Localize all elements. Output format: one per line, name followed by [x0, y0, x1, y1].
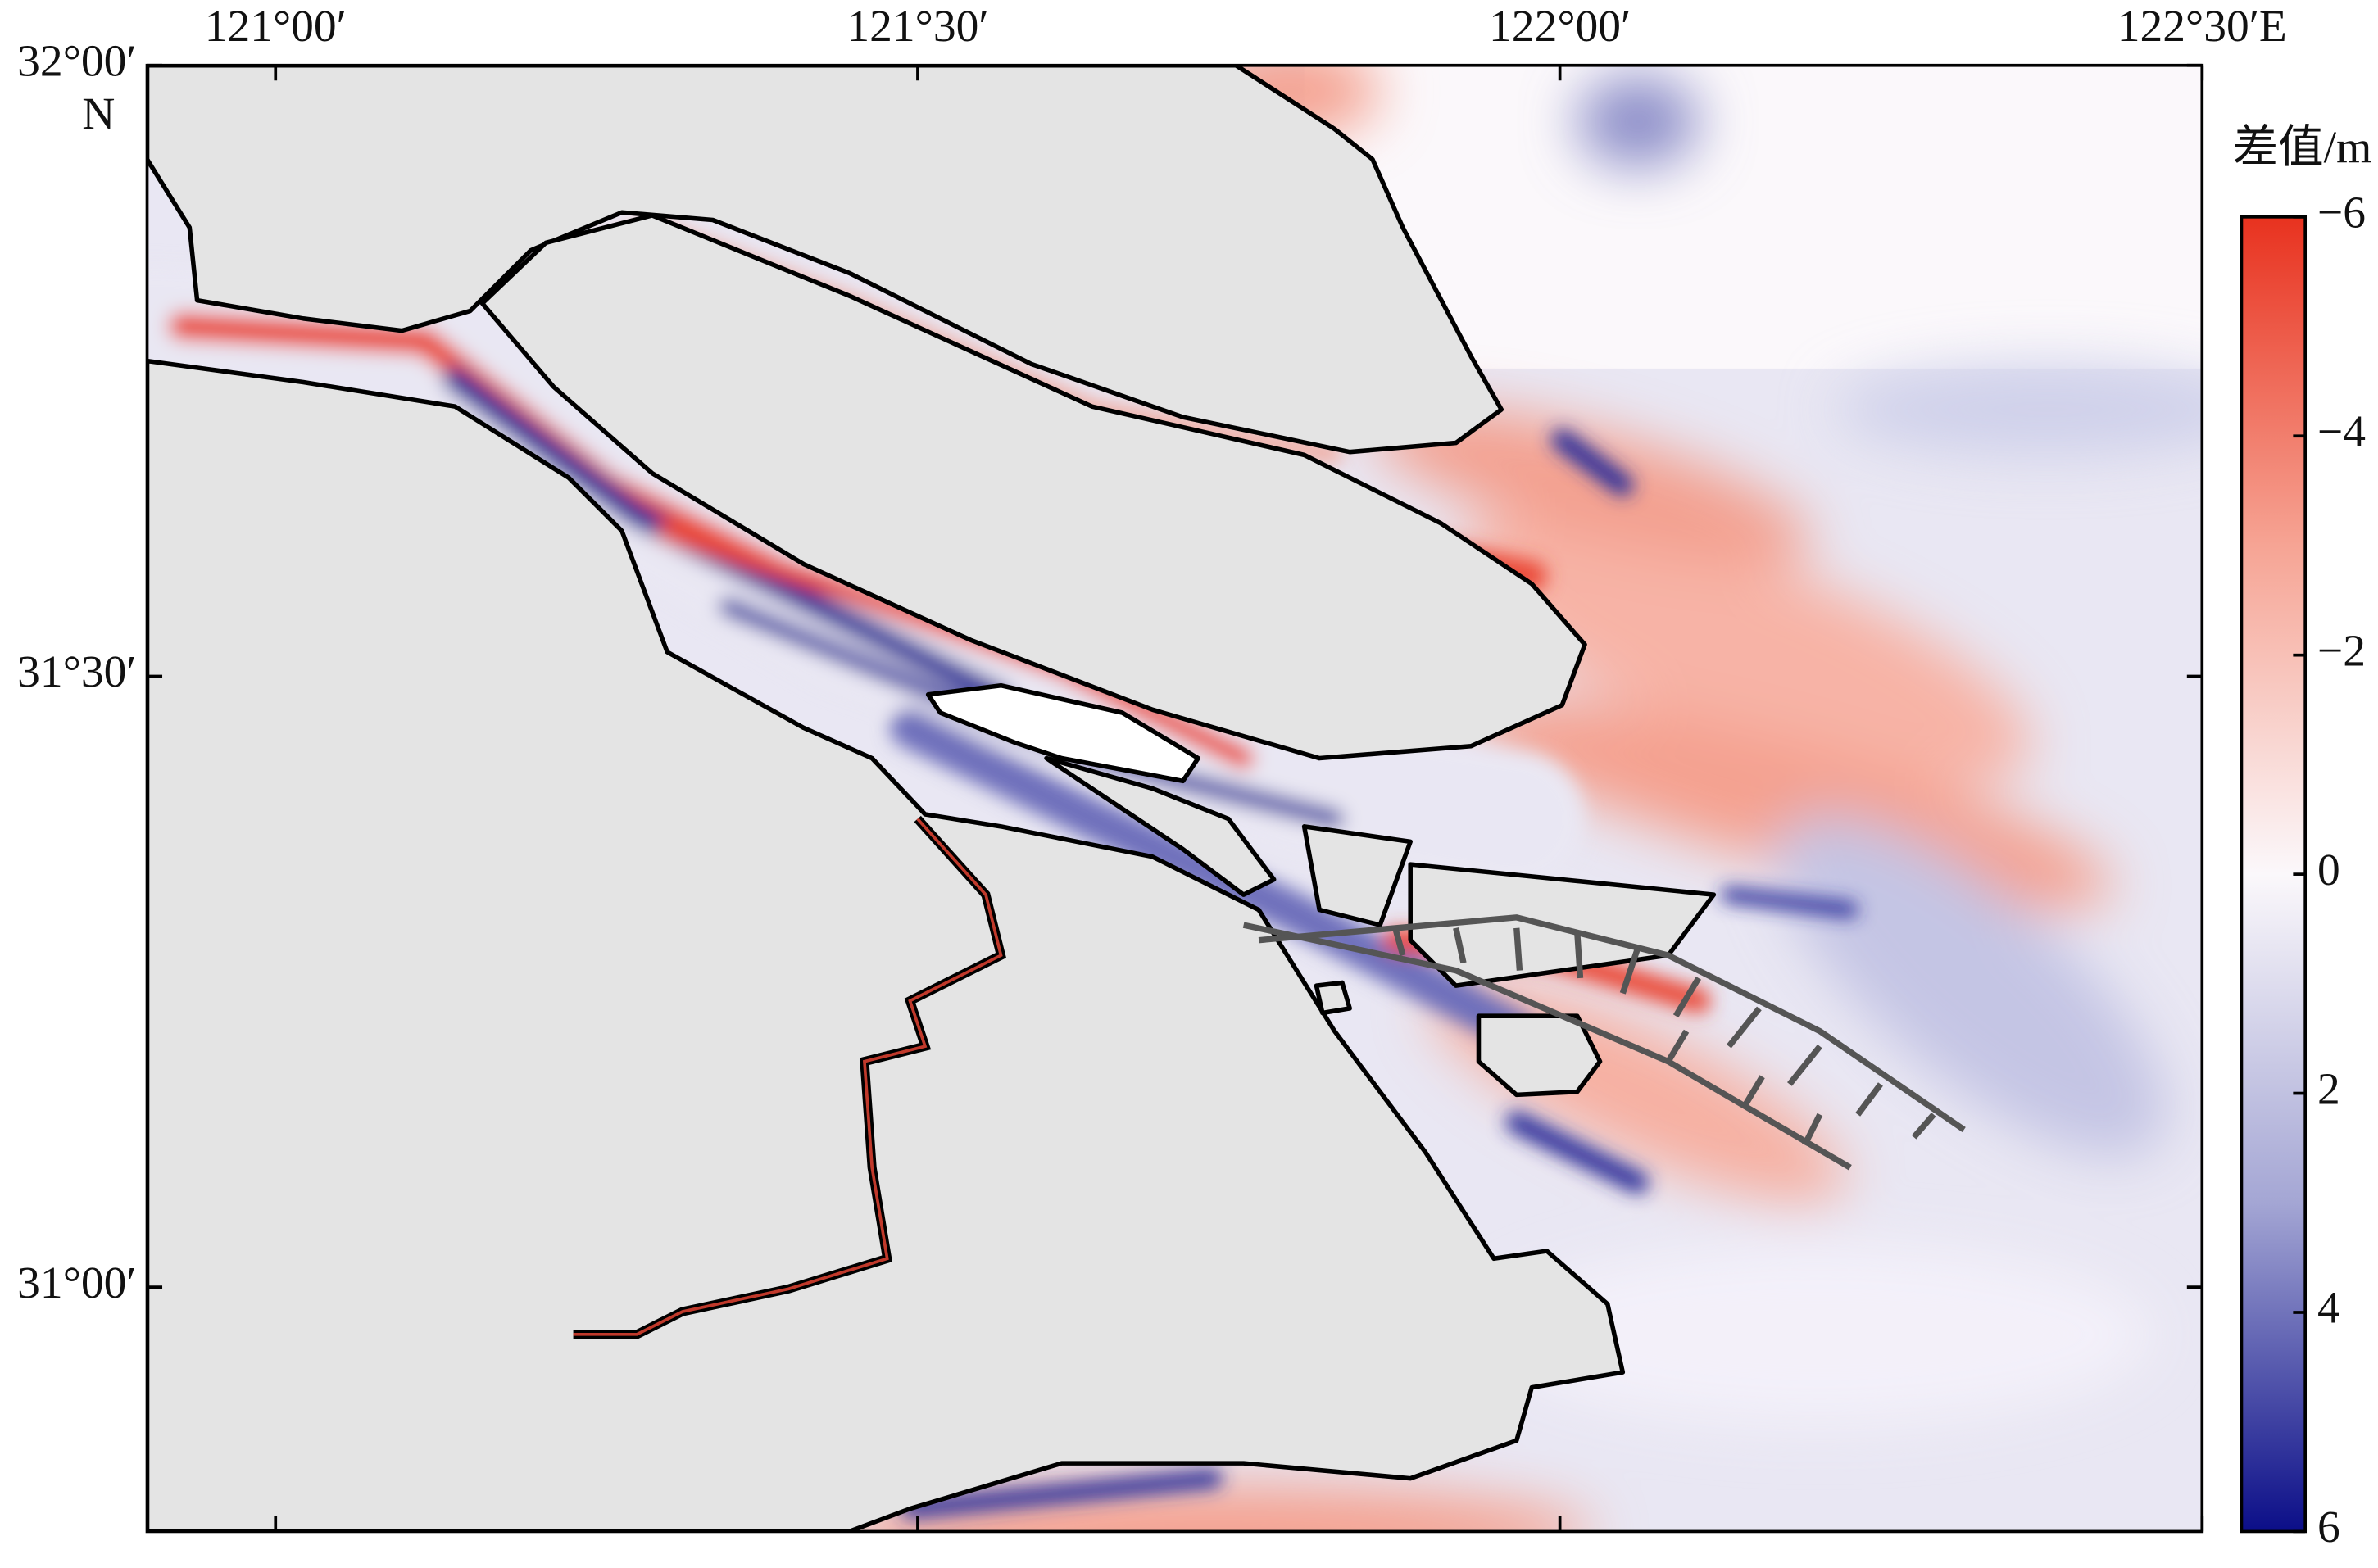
colorbar-tick-label: −4 [2317, 407, 2366, 457]
hemisphere-label: N [82, 89, 115, 139]
south-bank [147, 358, 1626, 1532]
difference-field [834, 65, 2203, 1532]
colorbar-tick-label: 6 [2317, 1502, 2340, 1552]
north-bank [147, 65, 1504, 455]
y-tick-label: 31°30′ [17, 647, 136, 697]
colorbar-tick-label: −6 [2317, 188, 2366, 238]
y-tick-label: 31°00′ [17, 1258, 136, 1308]
map-area [147, 65, 2203, 1532]
map-frame [145, 63, 2204, 1534]
colorbar-tick-label: 0 [2317, 845, 2340, 895]
y-tick-label: 32°00′ [17, 36, 136, 86]
colorbar-tick-label: −2 [2317, 626, 2366, 676]
sea-offshore [1304, 65, 2203, 369]
training-walls [1242, 914, 1966, 1171]
colorbar-label: 差值/m [2233, 123, 2372, 173]
x-tick-label: 121°30′ [846, 2, 988, 52]
hengsha-shoal [1301, 824, 1413, 927]
colorbar-tick-label: 2 [2317, 1064, 2340, 1114]
hengsha-island [1044, 755, 1277, 897]
x-tick-label: 122°30′E [2117, 2, 2287, 52]
jiuduansha [1476, 1013, 1603, 1098]
x-tick-label: 122°00′ [1489, 2, 1631, 52]
chongming-island [479, 213, 1587, 761]
small-shoal [1314, 980, 1352, 1016]
changxing-island [925, 682, 1200, 784]
x-tick-label: 121°00′ [205, 2, 347, 52]
colorbar-tick-label: 4 [2317, 1284, 2340, 1334]
inland-river-core [573, 818, 1003, 1336]
